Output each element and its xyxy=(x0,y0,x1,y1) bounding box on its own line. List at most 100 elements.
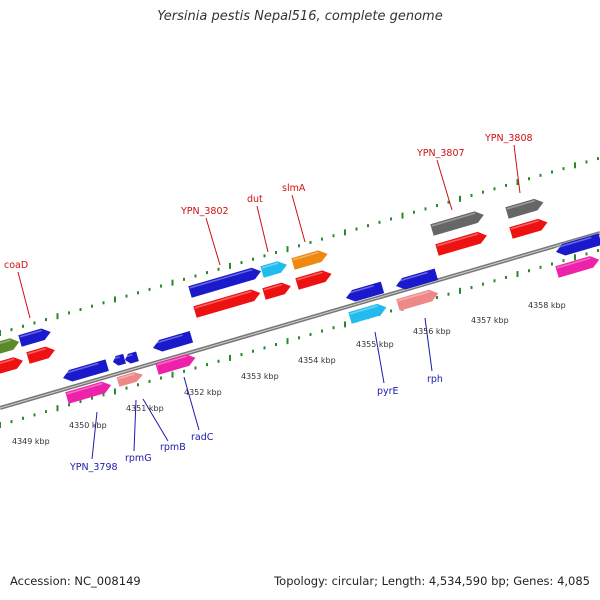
gene-label: YPN_3808 xyxy=(484,133,533,144)
kbp-label: 4353 kbp xyxy=(241,372,279,381)
leader-line xyxy=(17,271,31,319)
gene-feature-highlight xyxy=(189,268,253,289)
gene-feature xyxy=(346,281,385,302)
gene-label: rph xyxy=(427,374,443,385)
gene-label: coaD xyxy=(4,260,28,271)
gene-feature-highlight xyxy=(112,356,120,360)
gene-feature xyxy=(18,328,51,347)
gene-feature-highlight xyxy=(0,339,11,345)
leader-line xyxy=(183,376,200,431)
gene-feature xyxy=(262,282,291,300)
gene-feature xyxy=(26,346,55,364)
kbp-label: 4351 kbp xyxy=(126,404,164,413)
leader-line xyxy=(91,411,98,460)
leader-line xyxy=(133,399,137,452)
gene-feature xyxy=(509,218,548,239)
gene-feature-highlight xyxy=(194,290,252,309)
gene-feature-highlight xyxy=(296,271,323,281)
gene-label: YPN_3802 xyxy=(180,206,229,217)
gene-feature xyxy=(65,381,112,404)
tick-row-top xyxy=(0,157,599,336)
gene-feature-highlight xyxy=(66,382,103,395)
gene-feature-highlight xyxy=(556,257,591,269)
gene-feature-highlight xyxy=(156,355,187,366)
gene-feature-highlight xyxy=(510,220,539,230)
gene-feature-highlight xyxy=(395,271,428,283)
gene-feature xyxy=(113,353,126,366)
gene-feature-highlight xyxy=(345,285,374,295)
gene-feature-highlight xyxy=(19,329,43,338)
gene-feature xyxy=(435,231,487,256)
gene-label: YPN_3807 xyxy=(416,148,465,159)
gene-feature xyxy=(295,270,332,290)
kbp-label: 4356 kbp xyxy=(413,327,451,336)
figure-title: Yersinia pestis Nepal516, complete genom… xyxy=(157,9,443,24)
gene-feature xyxy=(116,372,143,387)
gene-label: rpmG xyxy=(125,453,152,464)
kbp-label: 4354 kbp xyxy=(298,356,336,365)
gene-label: YPN_3798 xyxy=(69,462,118,473)
leader-line xyxy=(436,159,453,211)
gene-feature-highlight xyxy=(431,212,476,227)
kbp-label: 4349 kbp xyxy=(12,437,50,446)
leader-line xyxy=(291,194,306,243)
gene-feature xyxy=(155,354,196,375)
gene-feature xyxy=(396,268,439,290)
gene-feature xyxy=(125,351,139,364)
gene-feature-highlight xyxy=(397,290,430,302)
gene-label: dut xyxy=(247,194,263,205)
leader-line xyxy=(205,217,221,266)
gene-feature-highlight xyxy=(152,334,183,345)
gene-feature xyxy=(396,289,439,311)
gene-feature xyxy=(193,289,261,318)
gene-labels-bottom: YPN_3798 rpmG rpmB radC pyrE rph xyxy=(69,374,443,473)
kbp-label: 4355 kbp xyxy=(356,340,394,349)
leader-line xyxy=(142,398,169,442)
gene-feature-highlight xyxy=(27,347,47,355)
leader-line xyxy=(424,317,433,372)
gene-feature xyxy=(0,338,20,354)
gene-feature-highlight xyxy=(62,362,99,375)
gene-feature xyxy=(153,331,194,352)
label-leaders xyxy=(17,144,521,460)
gene-label: rpmB xyxy=(160,442,186,453)
feature-track xyxy=(0,198,600,404)
gene-feature xyxy=(430,211,484,236)
gene-feature xyxy=(188,267,262,298)
gene-feature-highlight xyxy=(124,354,133,358)
gene-feature-highlight xyxy=(349,305,378,315)
accession-text: Accession: NC_008149 xyxy=(10,574,141,588)
kbp-label: 4350 kbp xyxy=(69,421,107,430)
genome-backbone xyxy=(0,231,600,410)
leader-line xyxy=(374,331,385,384)
gene-label: radC xyxy=(191,432,214,443)
leader-line xyxy=(256,205,269,253)
gene-label: slmA xyxy=(282,183,306,194)
gene-feature-highlight xyxy=(436,233,479,247)
gene-feature-highlight xyxy=(555,236,592,249)
kbp-scale: 4349 kbp 4350 kbp 4351 kbp 4352 kbp 4353… xyxy=(12,301,566,446)
gene-feature-highlight xyxy=(0,358,15,365)
gene-feature xyxy=(556,233,600,256)
gene-feature xyxy=(505,198,544,219)
tick-row-bottom xyxy=(0,249,599,428)
gene-feature xyxy=(555,256,600,278)
gene-feature xyxy=(63,359,109,382)
gene-labels-top: coaD YPN_3802 dut slmA YPN_3807 YPN_3808 xyxy=(4,133,533,271)
gene-label: pyrE xyxy=(377,386,399,397)
gene-feature-highlight xyxy=(117,373,135,380)
gene-feature-highlight xyxy=(263,283,283,291)
gene-feature xyxy=(348,303,387,324)
gene-feature-highlight xyxy=(261,262,279,269)
gene-feature-highlight xyxy=(292,251,319,261)
kbp-label: 4358 kbp xyxy=(528,301,566,310)
gene-feature xyxy=(291,250,328,270)
gene-feature xyxy=(0,357,23,374)
kbp-label: 4352 kbp xyxy=(184,388,222,397)
kbp-label: 4357 kbp xyxy=(471,316,509,325)
gene-feature-highlight xyxy=(506,200,535,210)
leader-line xyxy=(513,144,521,194)
gene-feature xyxy=(260,261,287,278)
genome-summary-text: Topology: circular; Length: 4,534,590 bp… xyxy=(274,574,590,588)
